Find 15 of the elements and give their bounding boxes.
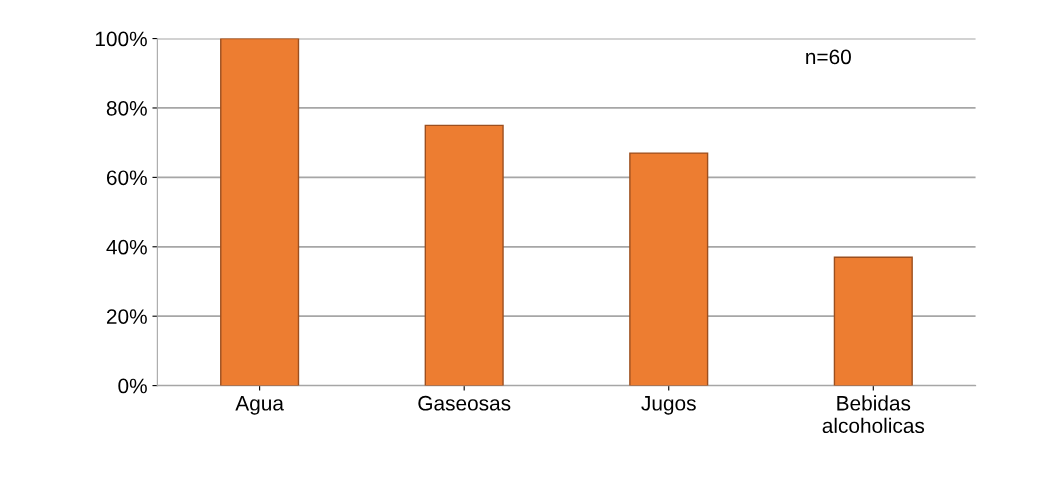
bar (220, 38, 300, 386)
bar (424, 124, 504, 386)
y-tick-label: 60% (106, 170, 147, 186)
y-tick-label: 80% (106, 100, 147, 116)
bar (833, 256, 913, 386)
x-tick-label: Bebidas alcoholicas (822, 395, 925, 434)
y-tick-label: 40% (106, 239, 147, 255)
y-tick-label: 100% (95, 31, 147, 47)
y-tick-label: 20% (106, 309, 147, 324)
x-tick-label: Gaseosas (418, 395, 511, 411)
x-tick-label: Agua (235, 396, 284, 415)
annotation: n=60 (806, 49, 851, 65)
y-tick-label: 0% (118, 378, 147, 394)
bar (629, 152, 709, 386)
x-tick-label: Jugos (641, 396, 696, 415)
